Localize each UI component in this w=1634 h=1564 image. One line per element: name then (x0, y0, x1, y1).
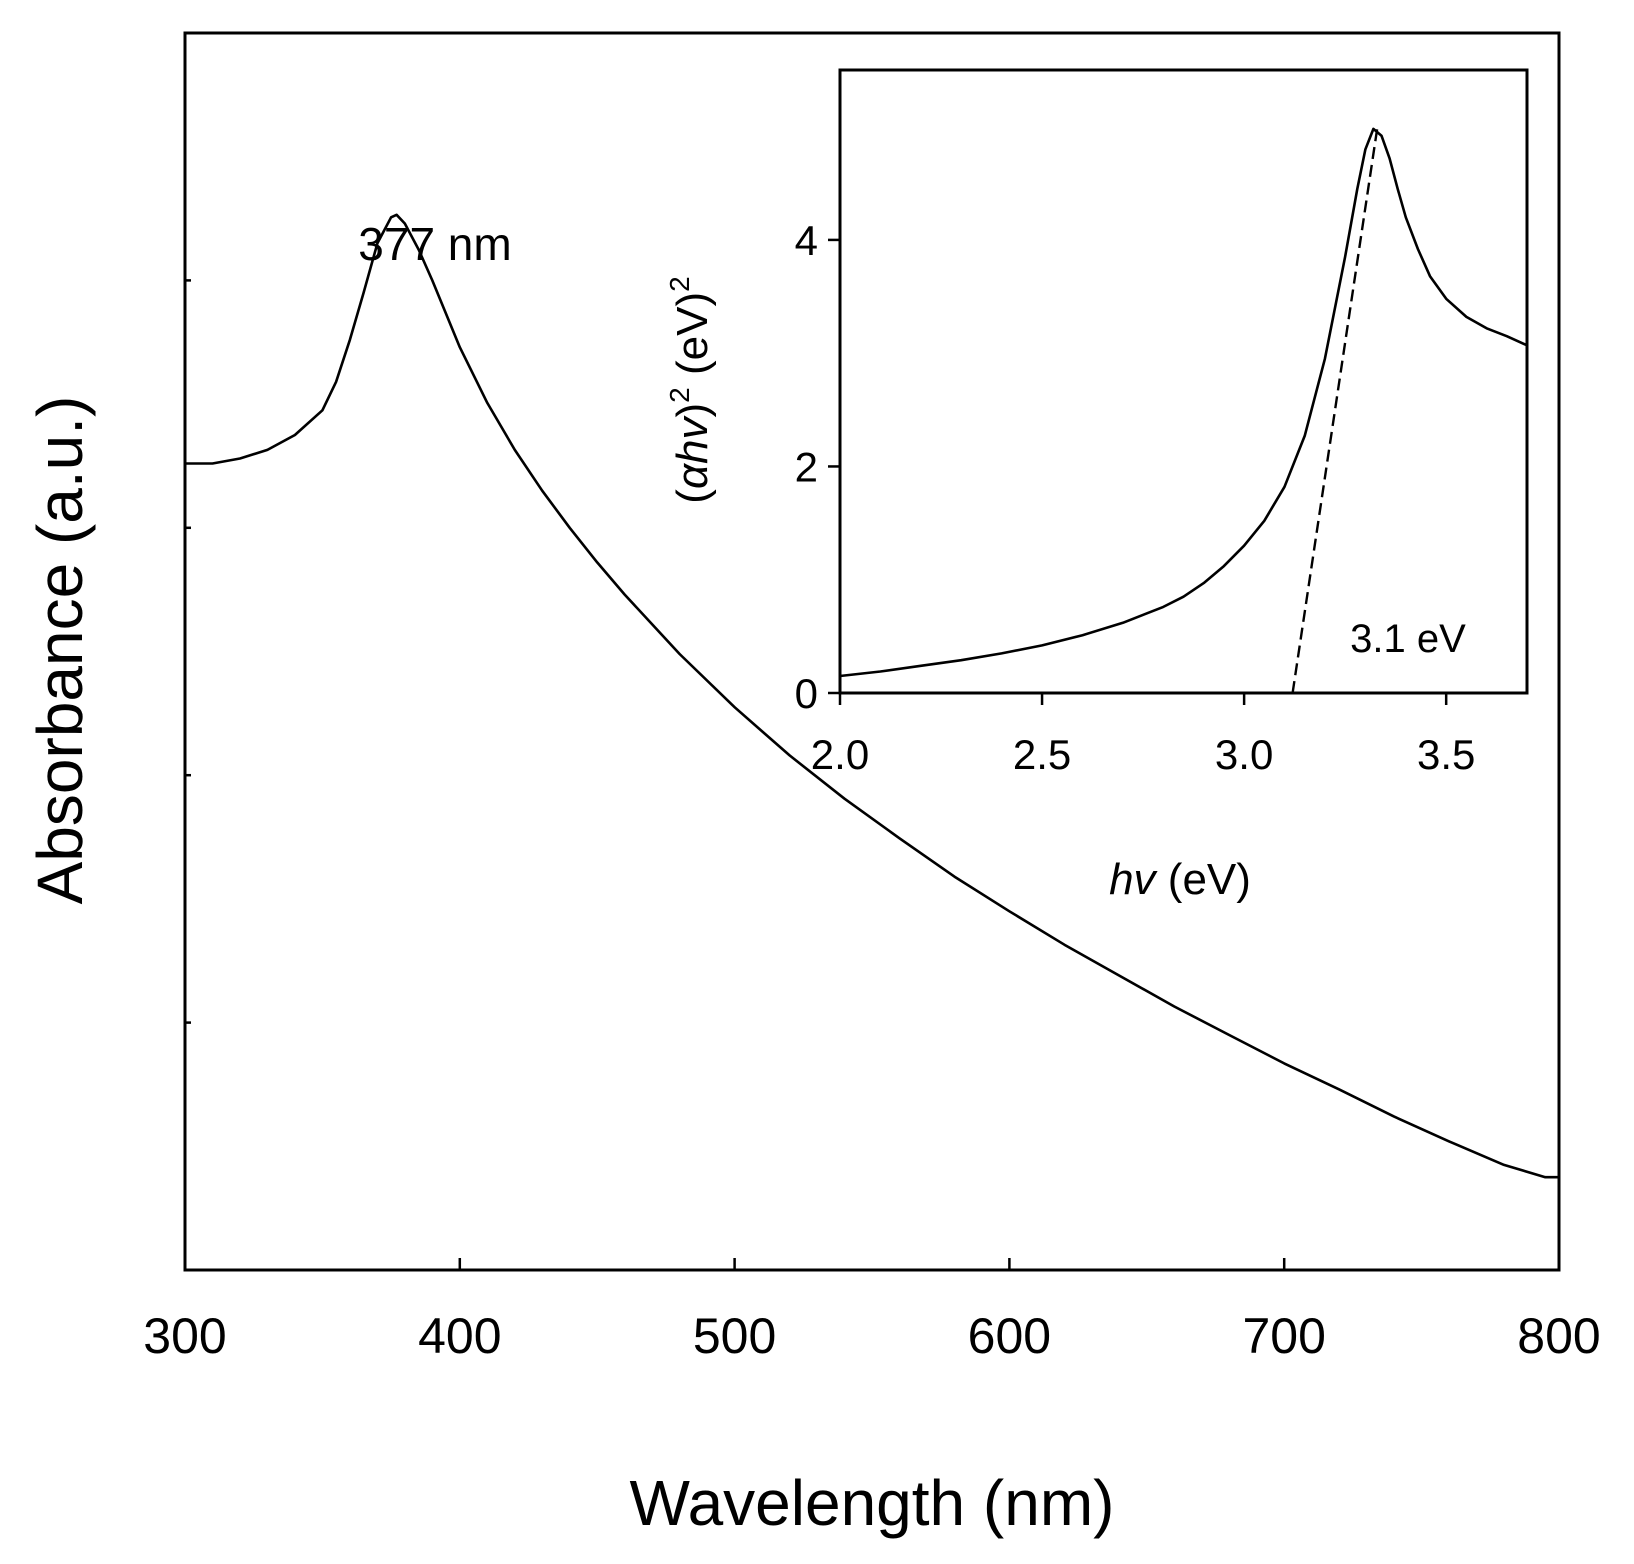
main-plot-frame (183, 31, 1561, 1272)
inset-y-tick-label: 0 (795, 670, 818, 717)
inset-x-tick-label: 2.0 (811, 731, 869, 778)
inset-plot: 2.0 2.5 3.0 3.5 024 3.1 eV hv (eV) (αhv)2 (… (664, 68, 1529, 904)
main-x-tick-label: 400 (418, 1308, 501, 1364)
inset-y-label-exp: 2 (664, 387, 695, 403)
inset-y-label-space (668, 375, 717, 387)
inset-y-label-close: ) (668, 403, 717, 418)
x-axis-label: Wavelength (nm) (630, 1467, 1115, 1539)
main-x-tick-label: 700 (1242, 1308, 1325, 1364)
main-x-tick-label: 800 (1517, 1308, 1600, 1364)
inset-x-label-space (1156, 855, 1168, 904)
main-y-ticks (185, 279, 191, 1024)
inset-y-label-unit-exp: 2 (664, 276, 695, 292)
inset-x-tick-label: 3.5 (1417, 731, 1475, 778)
inset-x-axis-label: hv (eV) (1109, 855, 1251, 904)
inset-x-label-italic: hv (1109, 855, 1158, 904)
inset-y-label-open: ( (668, 489, 717, 504)
inset-y-tick-label: 2 (795, 443, 818, 490)
inset-x-label-unit: (eV) (1168, 855, 1251, 904)
inset-y-label-unit: (eV) (668, 292, 717, 375)
inset-plot-frame (838, 68, 1529, 695)
peak-annotation: 377 nm (358, 218, 511, 270)
bandgap-annotation: 3.1 eV (1350, 617, 1466, 661)
y-axis-label: Absorbance (a.u.) (24, 396, 96, 905)
inset-x-tick-label: 2.5 (1013, 731, 1071, 778)
main-x-tick-label: 500 (693, 1308, 776, 1364)
main-x-ticks: 300 400 500 600 700 800 (143, 1258, 1601, 1364)
main-x-tick-label: 600 (968, 1308, 1051, 1364)
main-plot: 300 400 500 600 700 800 377 nm Wavelength (nm… (24, 31, 1601, 1539)
tauc-curve (839, 127, 1528, 678)
inset-x-tick-label: 3.0 (1215, 731, 1273, 778)
inset-x-ticks: 2.0 2.5 3.0 3.5 (811, 693, 1475, 778)
inset-y-tick-label: 4 (795, 217, 818, 264)
inset-y-axis-label: (αhv)2 (eV)2 (664, 276, 717, 503)
inset-y-ticks: 0 2 4 (795, 217, 840, 717)
inset-y-label-hv: hv (668, 414, 717, 463)
absorbance-curve (185, 213, 1559, 1179)
inset-y-label-alpha: α (668, 462, 717, 489)
main-x-tick-label: 300 (143, 1308, 226, 1364)
tauc-linear-fit (1291, 126, 1379, 694)
